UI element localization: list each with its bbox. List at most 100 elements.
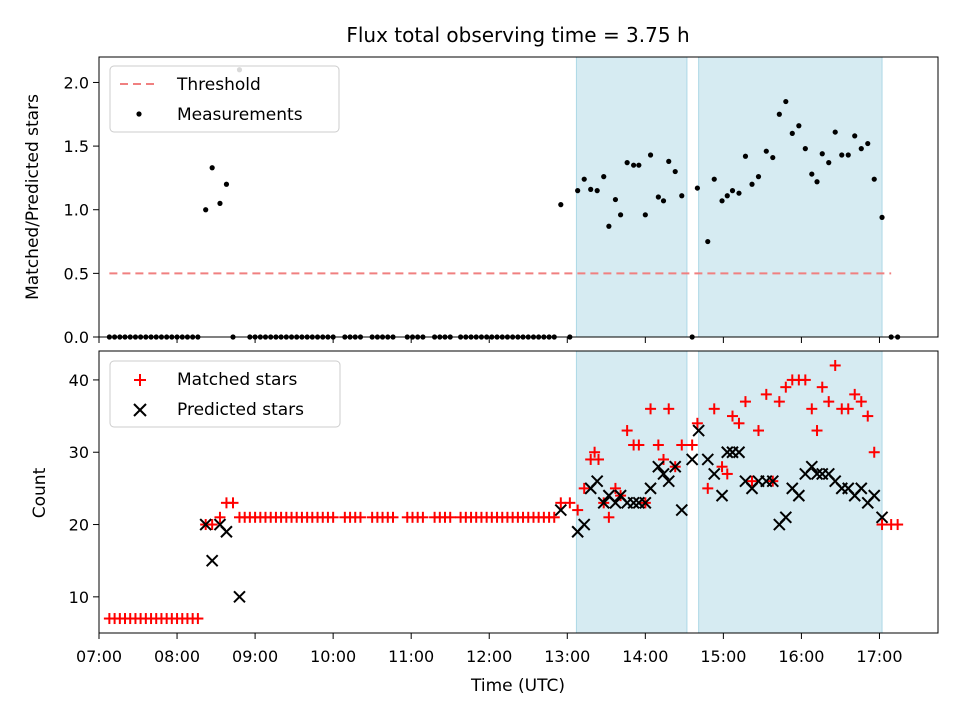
predicted-star-point bbox=[692, 424, 705, 437]
measurement-point bbox=[802, 146, 808, 152]
measurement-point bbox=[694, 185, 700, 191]
measurement-point bbox=[826, 160, 832, 166]
measurement-point bbox=[612, 196, 619, 203]
x-tick-label: 10:00 bbox=[310, 647, 356, 666]
predicted-star-point bbox=[810, 467, 824, 481]
measurement-point bbox=[209, 165, 215, 171]
measurement-point bbox=[711, 176, 717, 182]
bottom-y-axis-label: Count bbox=[30, 467, 50, 518]
x-axis-label: Time (UTC) bbox=[470, 676, 565, 696]
matched-star-point bbox=[892, 519, 904, 531]
measurement-point bbox=[819, 151, 825, 157]
matched-star-point bbox=[417, 511, 429, 523]
measurement-point bbox=[789, 130, 795, 136]
top-legend: Threshold Measurements bbox=[109, 65, 340, 133]
top-y-tick-label: 1.5 bbox=[64, 137, 89, 156]
measurement-point bbox=[763, 148, 769, 154]
legend-measurements-swatch bbox=[136, 111, 142, 117]
matched-star-point bbox=[773, 396, 785, 408]
x-tick-label: 13:00 bbox=[544, 647, 590, 666]
measurement-point bbox=[742, 153, 749, 159]
x-tick-label: 07:00 bbox=[76, 647, 122, 666]
bottom-legend-box bbox=[109, 360, 341, 428]
matched-star-point bbox=[658, 453, 670, 465]
matched-star-point bbox=[806, 403, 818, 415]
top-y-tick-label: 2.0 bbox=[64, 73, 89, 92]
matched-star-point bbox=[733, 417, 745, 429]
matched-star-point bbox=[572, 504, 584, 516]
matched-star-point bbox=[676, 439, 688, 451]
top-legend-box bbox=[109, 65, 340, 133]
legend-matched-swatch bbox=[134, 374, 146, 386]
measurement-point bbox=[631, 162, 637, 168]
measurement-point bbox=[809, 171, 815, 177]
matched-star-point bbox=[387, 511, 399, 523]
legend-measurements-label: Measurements bbox=[177, 105, 303, 125]
matched-star-point bbox=[780, 381, 792, 393]
bottom-plot-frame bbox=[98, 350, 939, 634]
matched-star-point bbox=[862, 410, 874, 422]
predicted-star-point bbox=[639, 496, 652, 510]
matched-star-point bbox=[578, 482, 590, 494]
top-panel: 0.00.51.01.52.0 Matched/Predicted stars … bbox=[23, 56, 939, 347]
predicted-star-point bbox=[875, 511, 889, 524]
matched-star-point bbox=[621, 425, 633, 437]
measurement-point bbox=[581, 176, 587, 182]
matched-star-point bbox=[214, 511, 226, 523]
measurement-point bbox=[871, 176, 877, 182]
x-tick-label: 11:00 bbox=[388, 647, 434, 666]
matched-star-point bbox=[708, 403, 720, 415]
matched-star-point bbox=[702, 482, 714, 494]
measurement-point bbox=[655, 194, 661, 200]
x-tick-label: 17:00 bbox=[856, 647, 902, 666]
predicted-star-point bbox=[792, 489, 806, 502]
measurement-point bbox=[575, 188, 581, 194]
matched-star-point bbox=[327, 511, 339, 523]
measurement-point bbox=[666, 158, 672, 164]
legend-matched-label: Matched stars bbox=[177, 370, 297, 390]
x-tick-label: 12:00 bbox=[466, 647, 512, 666]
measurement-point bbox=[617, 212, 624, 218]
measurement-point bbox=[624, 160, 630, 166]
top-y-tick-label: 0.5 bbox=[64, 264, 89, 283]
predicted-star-point bbox=[779, 511, 793, 524]
matched-star-point bbox=[868, 446, 880, 458]
matched-star-point bbox=[829, 359, 841, 371]
measurement-point bbox=[852, 133, 858, 139]
matched-star-point bbox=[192, 613, 204, 625]
measurement-point bbox=[606, 223, 612, 229]
matched-star-point bbox=[816, 381, 828, 393]
legend-threshold-label: Threshold bbox=[176, 75, 261, 95]
measurement-point bbox=[719, 198, 725, 204]
matched-star-point bbox=[842, 403, 854, 415]
measurement-point bbox=[636, 162, 642, 168]
predicted-star-point bbox=[554, 503, 568, 517]
matched-star-point bbox=[564, 497, 576, 509]
predicted-star-point bbox=[708, 467, 721, 481]
observing-window-shade bbox=[575, 56, 688, 338]
matched-star-point bbox=[609, 482, 621, 494]
matched-star-point bbox=[206, 519, 218, 531]
measurement-point bbox=[724, 193, 730, 199]
matched-star-point bbox=[760, 388, 772, 400]
predicted-star-point bbox=[868, 489, 881, 502]
matched-star-point bbox=[691, 417, 703, 429]
measurement-point bbox=[660, 198, 667, 204]
predicted-star-point bbox=[199, 518, 212, 531]
matched-star-point bbox=[354, 511, 366, 523]
predicted-star-point bbox=[662, 474, 675, 488]
matched-star-point bbox=[721, 468, 733, 480]
measurement-point bbox=[601, 174, 607, 180]
predicted-star-point bbox=[675, 503, 688, 517]
bottom-panel: 10 20 30 40 07:00 08:00 09:00 10:00 11:00 12:00 1… bbox=[30, 350, 939, 696]
matched-star-point bbox=[811, 425, 823, 437]
predicted-star-point bbox=[855, 482, 868, 495]
top-y-tick-label: 0.0 bbox=[64, 328, 89, 347]
predicted-star-point bbox=[205, 554, 219, 567]
matched-star-point bbox=[739, 396, 751, 408]
predicted-star-point bbox=[805, 460, 819, 473]
bottom-y-tick-label: 30 bbox=[69, 443, 89, 462]
predicted-star-point bbox=[578, 518, 591, 531]
predicted-star-point bbox=[220, 525, 233, 538]
